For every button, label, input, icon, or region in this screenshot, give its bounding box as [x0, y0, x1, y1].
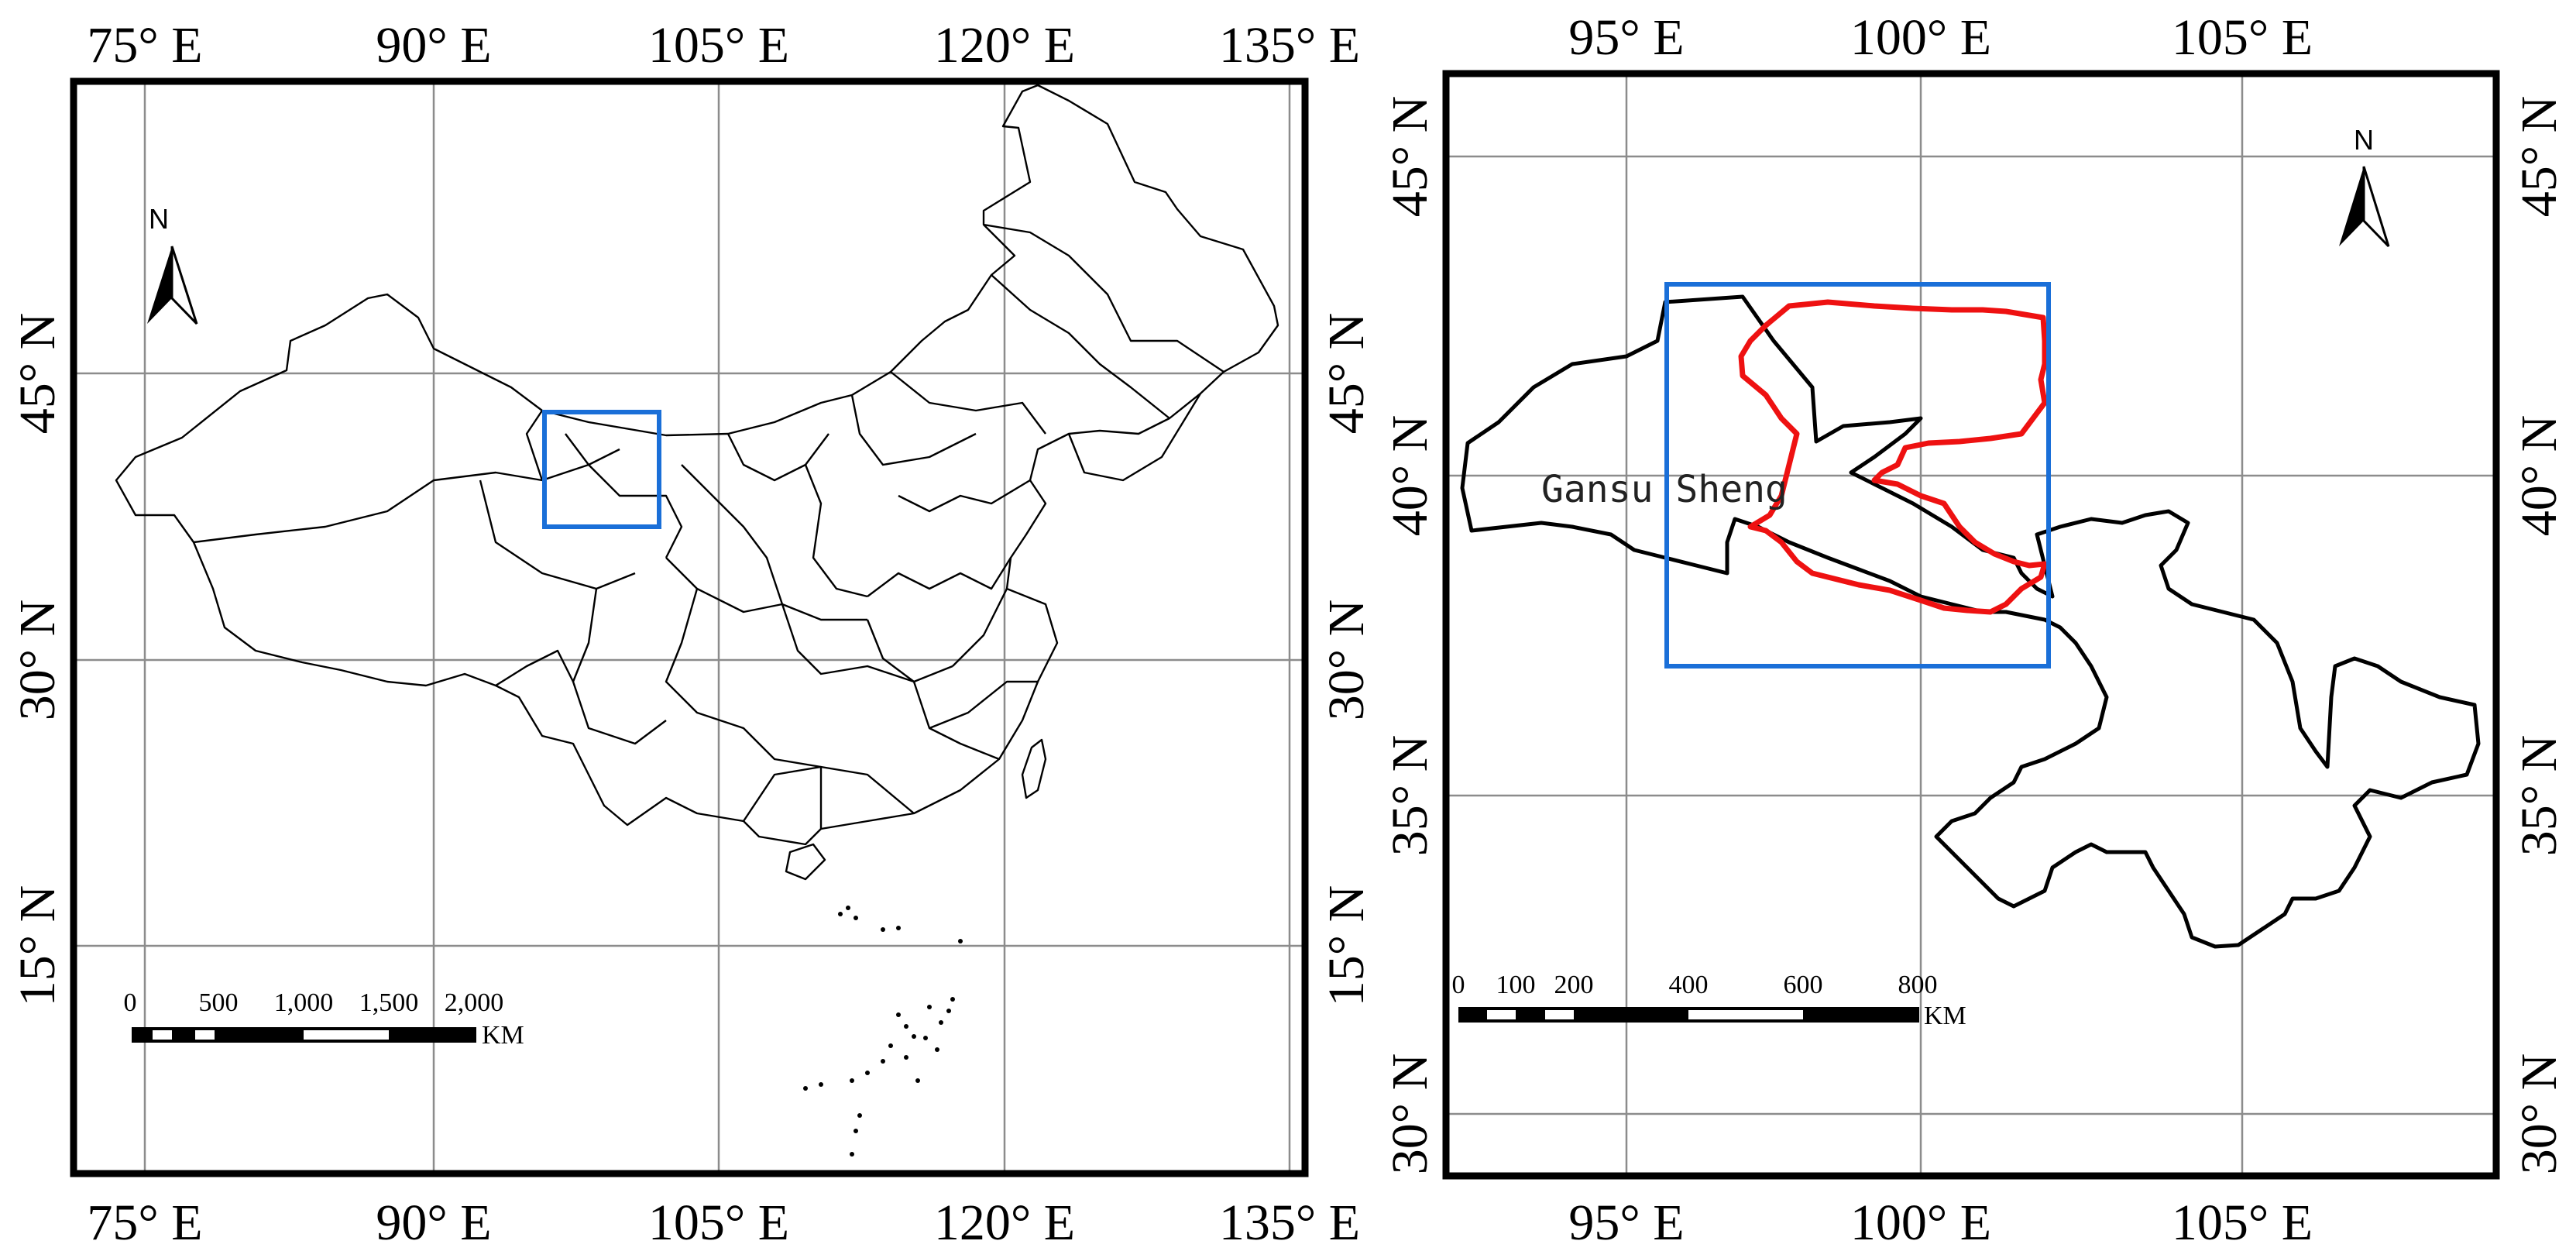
left-map-frame [70, 77, 1309, 1177]
right-north-label: N [2354, 124, 2374, 156]
left-scalebar-tick-3: 1,500 [359, 988, 419, 1017]
right-lat-40-right: 40° N [2511, 415, 2567, 537]
right-north-arrow: N [2339, 124, 2390, 248]
left-top-lon-105: 105° E [648, 17, 789, 74]
left-lat-30-left: 30° N [9, 600, 66, 721]
taiwan-outline [1021, 738, 1047, 799]
right-map: Gansu Sheng N 0 100 200 400 600 800 KM 9… [1382, 9, 2567, 1251]
left-scalebar-tick-2: 1,000 [274, 988, 334, 1017]
right-locator-box [1664, 282, 2051, 669]
gansu-outline [1460, 294, 2481, 949]
right-top-lon-105: 105° E [2172, 9, 2313, 66]
right-left-lat-labels: 45° N 40° N 35° N 30° N [1382, 96, 1438, 1175]
right-graticule [1446, 74, 2496, 1176]
china-outline [115, 84, 1279, 846]
right-bottom-lon-95: 95° E [1568, 1194, 1684, 1251]
left-north-arrow: N [147, 203, 198, 325]
right-lat-35-left: 35° N [1382, 735, 1438, 857]
right-lat-40-left: 40° N [1382, 415, 1438, 537]
left-top-lon-75: 75° E [87, 17, 202, 74]
right-map-frame [1442, 70, 2500, 1180]
right-bottom-lon-105: 105° E [2172, 1194, 2313, 1251]
left-scalebar-tick-0: 0 [124, 988, 137, 1017]
right-bottom-lon-labels: 95° E 100° E 105° E [1568, 1194, 2313, 1251]
left-bottom-lon-labels: 75° E 90° E 105° E 120° E 135° E [87, 1194, 1360, 1251]
right-top-lon-95: 95° E [1568, 9, 1684, 66]
left-graticule [74, 81, 1305, 1174]
left-lat-45-right: 45° N [1318, 313, 1375, 435]
left-lat-45-left: 45° N [9, 313, 66, 435]
left-locator-box [542, 410, 661, 529]
left-top-lon-135: 135° E [1219, 17, 1360, 74]
left-scalebar: 0 500 1,000 1,500 2,000 KM [124, 988, 524, 1050]
left-lat-15-left: 15° N [9, 885, 66, 1007]
study-area-outline [1738, 299, 2048, 615]
left-scalebar-unit: KM [482, 1021, 524, 1050]
left-right-lat-labels: 45° N 30° N 15° N [1318, 313, 1375, 1007]
left-scalebar-tick-1: 500 [199, 988, 239, 1017]
right-scalebar-tick-3: 400 [1669, 971, 1709, 999]
left-bottom-lon-135: 135° E [1219, 1194, 1360, 1251]
right-scalebar-unit: KM [1924, 1002, 1966, 1030]
left-top-lon-120: 120° E [934, 17, 1075, 74]
left-bottom-lon-75: 75° E [87, 1194, 202, 1251]
left-lat-30-right: 30° N [1318, 600, 1375, 721]
right-lat-45-left: 45° N [1382, 96, 1438, 218]
gansu-region-label: Gansu Sheng [1541, 468, 1788, 511]
right-lat-35-right: 35° N [2511, 735, 2567, 857]
left-map: N 0 500 1,000 1,500 2,000 KM 75° E 90° E… [9, 17, 1375, 1251]
right-scalebar-tick-1: 100 [1496, 971, 1536, 999]
left-top-lon-labels: 75° E 90° E 105° E 120° E 135° E [87, 17, 1360, 74]
left-bottom-lon-120: 120° E [934, 1194, 1075, 1251]
right-lat-30-right: 30° N [2511, 1053, 2567, 1175]
left-north-label: N [149, 203, 169, 235]
right-scalebar-tick-0: 0 [1452, 971, 1465, 999]
left-bottom-lon-105: 105° E [648, 1194, 789, 1251]
left-bottom-lon-90: 90° E [376, 1194, 491, 1251]
left-scalebar-tick-4: 2,000 [445, 988, 504, 1017]
right-bottom-lon-100: 100° E [1850, 1194, 1991, 1251]
province-boundaries [193, 223, 1224, 829]
right-right-lat-labels: 45° N 40° N 35° N 30° N [2511, 96, 2567, 1175]
hainan-outline [785, 843, 826, 881]
right-scalebar: 0 100 200 400 600 800 KM [1452, 971, 1966, 1030]
left-top-lon-90: 90° E [376, 17, 491, 74]
left-lat-15-right: 15° N [1318, 885, 1375, 1007]
right-lat-30-left: 30° N [1382, 1053, 1438, 1175]
left-left-lat-labels: 45° N 30° N 15° N [9, 313, 66, 1007]
right-scalebar-tick-5: 800 [1898, 971, 1938, 999]
right-top-lon-labels: 95° E 100° E 105° E [1568, 9, 2313, 66]
south-china-sea-islands [803, 906, 963, 1157]
right-scalebar-tick-2: 200 [1554, 971, 1594, 999]
right-scalebar-tick-4: 600 [1784, 971, 1823, 999]
right-top-lon-100: 100° E [1850, 9, 1991, 66]
right-lat-45-right: 45° N [2511, 96, 2567, 218]
